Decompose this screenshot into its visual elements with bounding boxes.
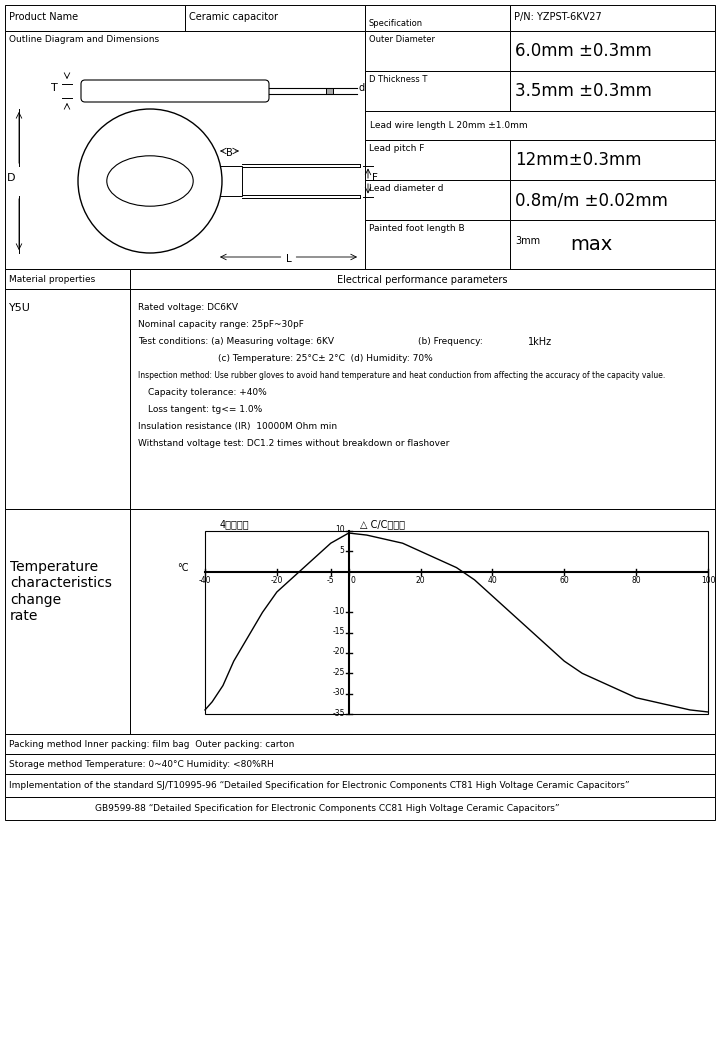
Text: D: D xyxy=(7,173,15,183)
Text: Specification: Specification xyxy=(369,19,423,28)
Text: Outer Diameter: Outer Diameter xyxy=(369,35,435,44)
Text: Packing method Inner packing: film bag  Outer packing: carton: Packing method Inner packing: film bag O… xyxy=(9,740,294,749)
Circle shape xyxy=(78,109,222,253)
Bar xyxy=(5,734,715,754)
Bar xyxy=(130,269,715,289)
Text: Lead wire length L 20mm ±1.0mm: Lead wire length L 20mm ±1.0mm xyxy=(370,121,528,131)
Text: Storage method Temperature: 0~40°C Humidity: <80%RH: Storage method Temperature: 0~40°C Humid… xyxy=(9,760,274,769)
Bar xyxy=(365,140,510,180)
Text: -40: -40 xyxy=(199,576,211,585)
Bar xyxy=(365,5,510,31)
Text: 6.0mm ±0.3mm: 6.0mm ±0.3mm xyxy=(515,43,652,60)
Text: Insulation resistance (IR)  10000M Ohm min: Insulation resistance (IR) 10000M Ohm mi… xyxy=(138,422,337,431)
Text: Lead pitch F: Lead pitch F xyxy=(369,144,424,153)
Bar xyxy=(5,289,130,509)
Bar xyxy=(365,31,510,72)
Bar xyxy=(365,111,715,140)
Text: △ C/C（％）: △ C/C（％） xyxy=(360,518,405,529)
Text: Outline Diagram and Dimensions: Outline Diagram and Dimensions xyxy=(9,35,159,44)
Text: 5: 5 xyxy=(340,545,344,555)
Text: -30: -30 xyxy=(332,689,344,697)
Text: Loss tangent: tg<= 1.0%: Loss tangent: tg<= 1.0% xyxy=(148,405,262,414)
Text: max: max xyxy=(570,235,612,254)
Text: L: L xyxy=(286,254,291,264)
FancyBboxPatch shape xyxy=(81,80,269,102)
Bar xyxy=(5,509,130,734)
Text: Temperature
characteristics
change
rate: Temperature characteristics change rate xyxy=(10,560,112,623)
Text: Material properties: Material properties xyxy=(9,275,95,284)
Text: -10: -10 xyxy=(332,607,344,616)
Text: -15: -15 xyxy=(332,627,344,636)
Text: Ceramic capacitor: Ceramic capacitor xyxy=(189,12,278,22)
Bar xyxy=(510,5,715,31)
Text: T: T xyxy=(51,83,58,93)
Bar xyxy=(510,180,715,221)
Text: Y5U: Y5U xyxy=(9,303,31,313)
Bar xyxy=(510,221,715,269)
Text: GB9599-88 “Detailed Specification for Electronic Components CC81 High Voltage Ce: GB9599-88 “Detailed Specification for El… xyxy=(95,804,560,813)
Text: °C: °C xyxy=(177,563,189,572)
Text: 3mm: 3mm xyxy=(515,235,540,246)
Text: Inspection method: Use rubber gloves to avoid hand temperature and heat conducti: Inspection method: Use rubber gloves to … xyxy=(138,371,666,380)
Text: 40: 40 xyxy=(487,576,497,585)
Text: Lead diameter d: Lead diameter d xyxy=(369,185,444,193)
Text: D Thickness T: D Thickness T xyxy=(369,75,427,84)
Bar xyxy=(130,289,715,509)
Bar xyxy=(205,531,708,714)
Text: (b) Frequency:: (b) Frequency: xyxy=(418,337,483,346)
Text: Rated voltage: DC6KV: Rated voltage: DC6KV xyxy=(138,303,238,312)
Text: 10: 10 xyxy=(335,526,344,534)
Bar xyxy=(185,5,365,31)
Text: B: B xyxy=(226,148,233,158)
Text: 0.8m/m ±0.02mm: 0.8m/m ±0.02mm xyxy=(515,192,668,209)
Text: Painted foot length B: Painted foot length B xyxy=(369,224,465,233)
Text: 60: 60 xyxy=(560,576,569,585)
Bar xyxy=(5,774,715,797)
Text: 12mm±0.3mm: 12mm±0.3mm xyxy=(515,151,642,169)
Text: 80: 80 xyxy=(631,576,641,585)
Bar xyxy=(5,754,715,774)
Text: d: d xyxy=(359,83,365,93)
Text: Implementation of the standard SJ/T10995-96 “Detailed Specification for Electron: Implementation of the standard SJ/T10995… xyxy=(9,781,629,790)
Bar xyxy=(365,221,510,269)
Text: Electrical performance parameters: Electrical performance parameters xyxy=(337,275,507,285)
Text: Product Name: Product Name xyxy=(9,12,78,22)
Text: -20: -20 xyxy=(332,647,344,656)
Text: Nominal capacity range: 25pF~30pF: Nominal capacity range: 25pF~30pF xyxy=(138,320,304,329)
Text: -35: -35 xyxy=(332,708,344,718)
Text: 1kHz: 1kHz xyxy=(528,337,552,347)
Bar xyxy=(365,72,510,111)
Text: F: F xyxy=(372,173,378,183)
Text: -20: -20 xyxy=(270,576,283,585)
Bar xyxy=(5,31,365,269)
Bar xyxy=(5,269,130,289)
Text: P/N: YZPST-6KV27: P/N: YZPST-6KV27 xyxy=(514,12,602,22)
Bar xyxy=(326,88,334,94)
Text: -5: -5 xyxy=(327,576,334,585)
Text: (c) Temperature: 25°C± 2°C  (d) Humidity: 70%: (c) Temperature: 25°C± 2°C (d) Humidity:… xyxy=(218,354,433,363)
Bar xyxy=(510,140,715,180)
Text: -25: -25 xyxy=(332,668,344,677)
Text: Capacity tolerance: +40%: Capacity tolerance: +40% xyxy=(148,388,267,397)
Text: 3.5mm ±0.3mm: 3.5mm ±0.3mm xyxy=(515,82,652,101)
Text: 20: 20 xyxy=(415,576,426,585)
Bar xyxy=(365,180,510,221)
Text: Test conditions: (a) Measuring voltage: 6KV: Test conditions: (a) Measuring voltage: … xyxy=(138,337,334,346)
Text: 100: 100 xyxy=(701,576,716,585)
Bar xyxy=(5,5,185,31)
Bar xyxy=(510,72,715,111)
Text: 0: 0 xyxy=(351,576,355,585)
Bar xyxy=(130,509,715,734)
Text: Withstand voltage test: DC1.2 times without breakdown or flashover: Withstand voltage test: DC1.2 times with… xyxy=(138,439,450,448)
Bar xyxy=(217,166,242,196)
Bar xyxy=(5,797,715,820)
Text: 4温度特性: 4温度特性 xyxy=(220,518,249,529)
Bar xyxy=(510,31,715,72)
